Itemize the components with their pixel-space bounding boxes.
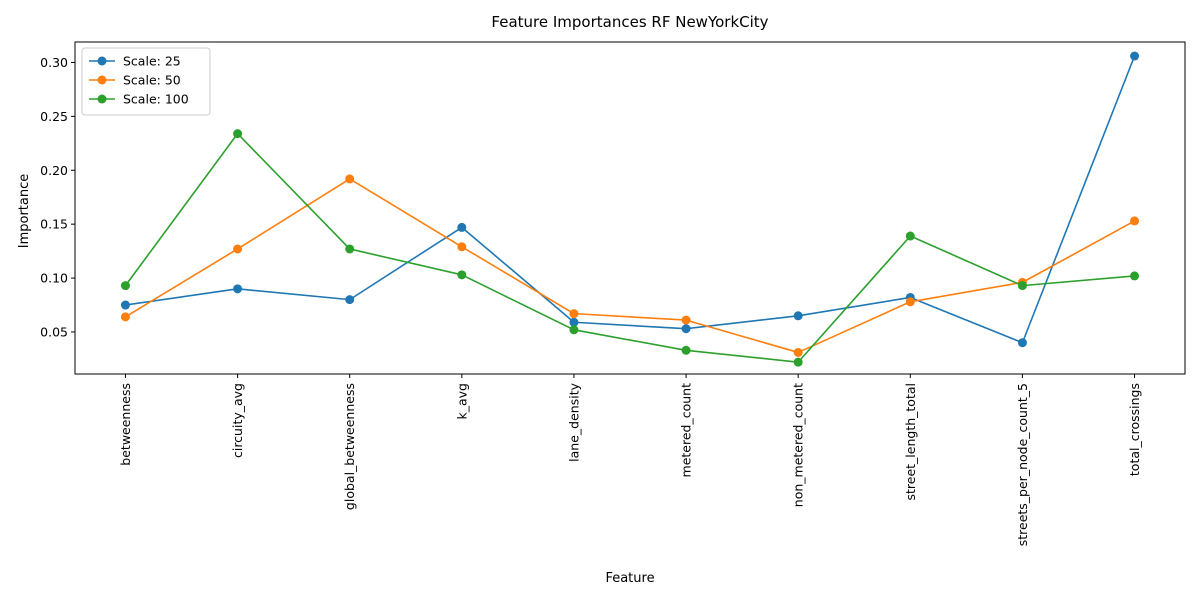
x-tick-label: global_betweenness bbox=[342, 383, 357, 510]
data-point bbox=[345, 174, 355, 184]
data-point bbox=[120, 281, 130, 291]
data-point bbox=[120, 312, 130, 322]
data-point bbox=[793, 311, 803, 321]
y-axis-label: Importance bbox=[17, 174, 32, 249]
legend-marker bbox=[97, 56, 107, 66]
series-2 bbox=[120, 174, 1140, 357]
y-tick-label: 0.25 bbox=[40, 109, 68, 124]
legend-marker bbox=[97, 75, 107, 85]
data-point bbox=[793, 347, 803, 357]
series-layer bbox=[120, 51, 1140, 367]
data-point bbox=[681, 324, 691, 334]
data-point bbox=[233, 244, 243, 254]
series-3 bbox=[120, 129, 1140, 367]
x-tick-label: betweenness bbox=[118, 383, 133, 466]
legend-label: Scale: 25 bbox=[123, 54, 181, 69]
chart-title: Feature Importances RF NewYorkCity bbox=[491, 13, 768, 31]
data-point bbox=[233, 129, 243, 139]
y-axis-ticks: 0.05 0.10 0.15 0.20 0.25 0.30 bbox=[40, 55, 75, 339]
x-tick-label: street_length_total bbox=[903, 383, 918, 501]
data-point bbox=[569, 317, 579, 327]
series-line bbox=[125, 55, 1136, 344]
y-tick-label: 0.10 bbox=[40, 271, 68, 286]
data-point bbox=[345, 244, 355, 254]
data-point bbox=[1130, 271, 1140, 281]
series-line bbox=[124, 132, 1135, 363]
x-axis-label: Feature bbox=[605, 571, 654, 586]
data-point bbox=[1130, 51, 1140, 61]
data-point bbox=[345, 295, 355, 305]
y-tick-label: 0.20 bbox=[40, 163, 68, 178]
x-tick-label: metered_count bbox=[679, 383, 694, 478]
data-point bbox=[569, 325, 579, 335]
x-tick-label: streets_per_node_count_5 bbox=[1015, 383, 1030, 546]
x-axis-ticks: betweenness circuity_avg global_betweennes… bbox=[118, 374, 1142, 546]
x-tick-label: total_crossings bbox=[1127, 383, 1142, 476]
data-point bbox=[905, 297, 915, 307]
data-point bbox=[233, 284, 243, 294]
data-point bbox=[457, 270, 467, 280]
series-1 bbox=[120, 51, 1140, 348]
x-tick-label: k_avg bbox=[454, 383, 469, 419]
data-point bbox=[120, 300, 130, 310]
legend: Scale: 25 Scale: 50 Scale: 100 bbox=[81, 47, 211, 116]
legend-marker bbox=[97, 94, 107, 104]
x-tick-label: circuity_avg bbox=[230, 383, 245, 458]
y-tick-label: 0.15 bbox=[40, 217, 68, 232]
legend-label: Scale: 100 bbox=[123, 92, 189, 107]
legend-label: Scale: 50 bbox=[123, 73, 181, 88]
y-tick-label: 0.05 bbox=[40, 324, 68, 339]
data-point bbox=[905, 231, 915, 241]
y-tick-label: 0.30 bbox=[40, 55, 68, 70]
x-tick-label: non_metered_count bbox=[791, 383, 806, 507]
data-point bbox=[1130, 216, 1140, 226]
x-tick-label: lane_density bbox=[566, 382, 581, 461]
series-line bbox=[125, 178, 1135, 354]
data-point bbox=[793, 357, 803, 367]
data-point bbox=[569, 309, 579, 319]
data-point bbox=[457, 242, 467, 252]
data-point bbox=[681, 345, 691, 355]
data-point bbox=[457, 222, 467, 232]
data-point bbox=[681, 315, 691, 325]
data-point bbox=[1017, 338, 1027, 348]
plot-frame bbox=[74, 41, 1186, 375]
data-point bbox=[1017, 281, 1027, 291]
